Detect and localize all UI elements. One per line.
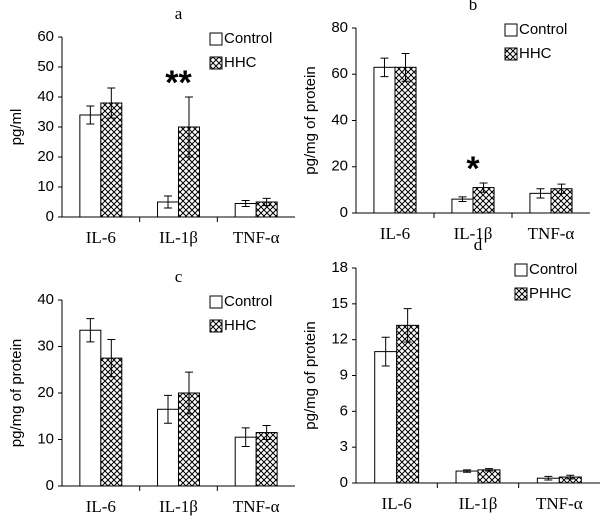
y-tick-label: 20 — [37, 148, 54, 165]
panel-title: c — [175, 267, 183, 286]
bar — [100, 357, 123, 487]
y-axis-label: pg/mg of protein — [302, 321, 319, 429]
y-tick-label: 9 — [340, 366, 348, 383]
error-bar — [544, 475, 553, 481]
error-bar — [566, 474, 575, 480]
y-tick-label: 0 — [340, 474, 348, 491]
error-bar — [484, 468, 493, 472]
error-bar — [381, 336, 390, 367]
y-tick-label: 60 — [37, 28, 54, 45]
x-tick-label: IL-6 — [380, 224, 410, 243]
error-bar — [107, 339, 116, 378]
x-tick-label: IL-1β — [159, 497, 198, 516]
y-tick-label: 6 — [340, 402, 348, 419]
error-bar — [403, 308, 412, 343]
error-bar — [184, 371, 193, 415]
bar — [394, 66, 417, 214]
legend-label: Control — [529, 261, 577, 278]
error-bar — [401, 52, 410, 82]
error-bar — [241, 200, 250, 207]
error-bar — [463, 469, 472, 473]
error-bar — [184, 96, 193, 158]
x-tick-label: TNF-α — [233, 497, 280, 516]
y-tick-label: 12 — [331, 331, 348, 348]
error-bar — [164, 195, 173, 209]
error-bar — [262, 197, 271, 207]
error-bar — [86, 318, 95, 343]
y-tick-label: 80 — [331, 19, 348, 36]
legend-label: Control — [224, 30, 272, 47]
bar — [373, 66, 396, 214]
y-tick-label: 50 — [37, 58, 54, 75]
bar — [374, 351, 398, 484]
y-tick-label: 0 — [46, 208, 54, 225]
y-tick-label: 3 — [340, 438, 348, 455]
panel-title: d — [474, 235, 483, 254]
y-tick-label: 60 — [331, 65, 348, 82]
error-bar — [262, 425, 271, 440]
error-bar — [458, 196, 467, 202]
error-bar — [536, 188, 545, 199]
significance-mark: * — [466, 150, 480, 188]
x-tick-label: IL-1β — [159, 228, 198, 247]
bar — [100, 102, 123, 218]
x-tick-label: IL-6 — [86, 228, 116, 247]
y-tick-label: 20 — [37, 384, 54, 401]
y-tick-label: 30 — [37, 118, 54, 135]
legend-swatch — [209, 32, 223, 46]
y-axis-label: pg/ml — [8, 109, 25, 146]
panel-title: b — [469, 0, 478, 14]
bar — [79, 114, 102, 218]
x-tick-label: TNF-α — [528, 224, 575, 243]
error-bar — [557, 183, 566, 194]
y-tick-label: 30 — [37, 337, 54, 354]
legend-label: HHC — [224, 317, 257, 334]
legend-label: Control — [519, 21, 567, 38]
legend-swatch — [504, 47, 518, 61]
y-tick-label: 10 — [37, 178, 54, 195]
legend-swatch — [209, 295, 223, 309]
bar — [79, 329, 102, 487]
panel-title: a — [175, 4, 183, 23]
x-tick-label: IL-1β — [459, 494, 498, 513]
legend-label: Control — [224, 293, 272, 310]
x-tick-label: TNF-α — [233, 228, 280, 247]
legend-swatch — [514, 263, 528, 277]
y-tick-label: 18 — [331, 259, 348, 276]
error-bar — [241, 427, 250, 447]
y-tick-label: 40 — [331, 111, 348, 128]
x-tick-label: IL-1β — [454, 224, 493, 243]
bar — [255, 432, 278, 487]
error-bar — [107, 87, 116, 119]
x-tick-label: IL-6 — [382, 494, 412, 513]
bar — [455, 470, 479, 484]
legend-swatch — [504, 23, 518, 37]
y-tick-label: 20 — [331, 158, 348, 175]
error-bar — [164, 394, 173, 424]
legend-swatch — [209, 319, 223, 333]
error-bar — [479, 182, 488, 193]
legend-label: PHHC — [529, 285, 572, 302]
y-axis-label: pg/mg of protein — [302, 66, 319, 174]
significance-mark: ** — [165, 64, 192, 102]
error-bar — [86, 105, 95, 125]
bar — [477, 469, 501, 484]
x-tick-label: IL-6 — [86, 497, 116, 516]
y-axis-label: pg/mg of protein — [8, 339, 25, 447]
y-tick-label: 0 — [340, 204, 348, 221]
legend-label: HHC — [519, 45, 552, 62]
y-tick-label: 40 — [37, 291, 54, 308]
legend-label: HHC — [224, 54, 257, 71]
legend-swatch — [514, 287, 528, 301]
y-tick-label: 0 — [46, 477, 54, 494]
y-tick-label: 40 — [37, 88, 54, 105]
y-tick-label: 15 — [331, 295, 348, 312]
x-tick-label: TNF-α — [536, 494, 583, 513]
y-tick-label: 10 — [37, 430, 54, 447]
bar — [396, 324, 420, 484]
error-bar — [380, 57, 389, 78]
legend-swatch — [209, 56, 223, 70]
